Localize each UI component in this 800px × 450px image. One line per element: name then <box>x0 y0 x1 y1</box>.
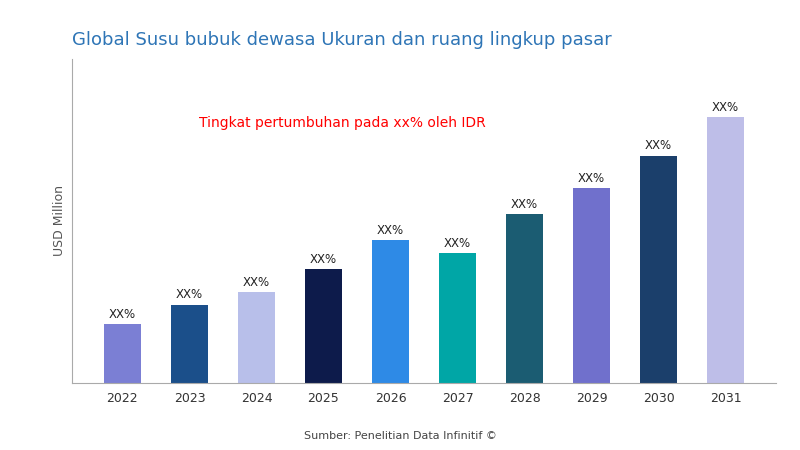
Text: XX%: XX% <box>377 224 404 237</box>
Text: XX%: XX% <box>645 140 672 153</box>
Bar <box>573 188 610 382</box>
Text: Global Susu bubuk dewasa Ukuran dan ruang lingkup pasar: Global Susu bubuk dewasa Ukuran dan ruan… <box>72 31 612 49</box>
Text: XX%: XX% <box>444 237 471 250</box>
Bar <box>707 117 744 382</box>
Text: XX%: XX% <box>712 101 739 113</box>
Text: XX%: XX% <box>578 172 605 185</box>
Bar <box>104 324 141 382</box>
Bar <box>506 214 543 382</box>
Text: XX%: XX% <box>243 275 270 288</box>
Y-axis label: USD Million: USD Million <box>54 185 66 256</box>
Bar <box>640 156 677 382</box>
Text: Tingkat pertumbuhan pada xx% oleh IDR: Tingkat pertumbuhan pada xx% oleh IDR <box>198 116 486 130</box>
Bar <box>372 240 409 382</box>
Text: XX%: XX% <box>511 198 538 211</box>
Bar <box>238 292 275 382</box>
Bar <box>305 269 342 382</box>
Text: Sumber: Penelitian Data Infinitif ©: Sumber: Penelitian Data Infinitif © <box>303 431 497 441</box>
Text: XX%: XX% <box>176 288 203 302</box>
Bar <box>439 253 476 382</box>
Text: XX%: XX% <box>310 253 337 266</box>
Bar <box>171 305 208 382</box>
Text: XX%: XX% <box>109 308 136 321</box>
